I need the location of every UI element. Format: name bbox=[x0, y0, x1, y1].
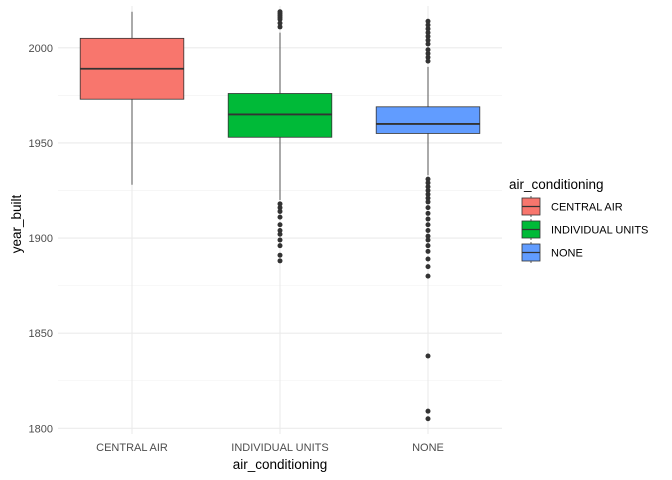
outlier-point bbox=[277, 227, 283, 233]
outlier-point bbox=[425, 195, 431, 201]
axes: year_built air_conditioning 1800 1850 1900… bbox=[9, 43, 444, 472]
outlier-point bbox=[425, 184, 431, 190]
legend: air_conditioning CENTRAL AIR INDIVIDUAL U… bbox=[509, 177, 648, 263]
x-tick-label: INDIVIDUAL UNITS bbox=[231, 442, 328, 454]
outlier-point bbox=[425, 256, 431, 262]
outlier-point bbox=[425, 205, 431, 211]
box-group bbox=[375, 18, 481, 422]
y-tick-label: 1900 bbox=[29, 233, 53, 245]
outlier-point bbox=[425, 176, 431, 182]
outlier-point bbox=[425, 47, 431, 53]
boxes bbox=[79, 9, 481, 422]
outlier-point bbox=[277, 214, 283, 220]
legend-label: NONE bbox=[551, 248, 583, 260]
outlier-point bbox=[425, 216, 431, 222]
outlier-point bbox=[425, 227, 431, 233]
box-group bbox=[227, 9, 333, 264]
outlier-point bbox=[425, 408, 431, 414]
box-iqr bbox=[375, 106, 481, 134]
outlier-point bbox=[277, 20, 283, 26]
outlier-point bbox=[425, 416, 431, 422]
outlier-point bbox=[425, 30, 431, 36]
outlier-point bbox=[425, 33, 431, 39]
outlier-point bbox=[425, 191, 431, 197]
legend-title: air_conditioning bbox=[509, 177, 604, 192]
outlier-point bbox=[425, 22, 431, 28]
outlier-point bbox=[425, 210, 431, 216]
outlier-point bbox=[425, 233, 431, 239]
legend-label: INDIVIDUAL UNITS bbox=[551, 225, 648, 237]
outlier-point bbox=[425, 180, 431, 186]
outlier-point bbox=[425, 18, 431, 24]
outlier-point bbox=[277, 201, 283, 207]
outlier-point bbox=[425, 243, 431, 249]
outlier-point bbox=[277, 208, 283, 214]
outlier-point bbox=[425, 41, 431, 47]
outlier-point bbox=[425, 54, 431, 60]
outlier-point bbox=[425, 37, 431, 43]
outlier-point bbox=[277, 243, 283, 249]
y-tick-label: 1950 bbox=[29, 138, 53, 150]
outlier-point bbox=[277, 237, 283, 243]
y-tick-label: 1800 bbox=[29, 423, 53, 435]
outlier-point bbox=[277, 258, 283, 264]
outlier-point bbox=[425, 264, 431, 270]
box-iqr bbox=[227, 93, 333, 138]
outlier-point bbox=[425, 353, 431, 359]
x-tick-label: NONE bbox=[412, 442, 444, 454]
outlier-point bbox=[425, 199, 431, 205]
outlier-point bbox=[277, 24, 283, 30]
x-tick-label: CENTRAL AIR bbox=[96, 442, 168, 454]
outlier-point bbox=[425, 273, 431, 279]
outlier-point bbox=[425, 222, 431, 228]
legend-label: CENTRAL AIR bbox=[551, 202, 623, 214]
outlier-point bbox=[277, 222, 283, 228]
legend-item: NONE bbox=[521, 242, 583, 263]
outlier-point bbox=[425, 237, 431, 243]
x-axis-title: air_conditioning bbox=[233, 457, 328, 472]
y-tick-label: 2000 bbox=[29, 43, 53, 55]
outlier-point bbox=[277, 252, 283, 258]
outlier-point bbox=[425, 248, 431, 254]
outlier-point bbox=[277, 205, 283, 211]
outlier-point bbox=[277, 9, 283, 15]
outlier-point bbox=[425, 58, 431, 64]
y-tick-label: 1850 bbox=[29, 328, 53, 340]
legend-item: CENTRAL AIR bbox=[521, 196, 623, 217]
box-group bbox=[79, 11, 185, 185]
outlier-point bbox=[425, 51, 431, 57]
outlier-point bbox=[277, 231, 283, 237]
outlier-point bbox=[425, 188, 431, 194]
legend-item: INDIVIDUAL UNITS bbox=[521, 219, 648, 240]
outlier-point bbox=[425, 26, 431, 32]
y-axis-title: year_built bbox=[9, 194, 24, 253]
